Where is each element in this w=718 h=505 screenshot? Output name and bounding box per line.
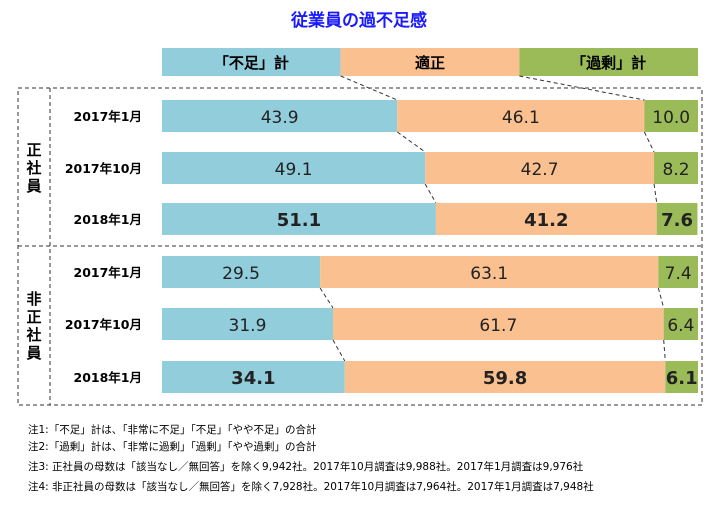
bar-segment: [644, 100, 698, 132]
connector-line: [424, 183, 437, 204]
bar-segment: [162, 100, 398, 132]
category-label: 2018年1月: [74, 212, 143, 227]
data-label: 7.4: [665, 264, 692, 284]
connector-line: [332, 339, 346, 362]
category-label: 2017年10月: [65, 161, 142, 176]
bar-segment: [162, 308, 333, 340]
note-4: 注4: 非正社員の母数は「該当なし／無回答」を除く7,928社。2017年10月…: [28, 481, 594, 493]
legend-swatch-0: [162, 48, 341, 76]
group-label-char: 社: [25, 159, 41, 177]
data-label: 31.9: [229, 316, 267, 336]
category-label: 2017年10月: [65, 317, 142, 332]
bar-segment: [656, 203, 698, 235]
bar-segment: [320, 256, 659, 288]
bar-segment: [435, 203, 657, 235]
connector-line: [319, 287, 334, 309]
data-label: 34.1: [231, 368, 275, 389]
group-label-char: 非: [26, 290, 41, 308]
data-label: 6.4: [667, 316, 694, 336]
data-label: 41.2: [524, 210, 568, 231]
data-label: 46.1: [502, 108, 540, 128]
bar-segment: [162, 361, 345, 393]
category-label: 2017年1月: [74, 109, 143, 124]
bar-segment: [397, 100, 645, 132]
group-label-char: 正: [26, 308, 41, 326]
bar-segment: [162, 152, 426, 184]
data-label: 43.9: [261, 108, 299, 128]
data-label: 42.7: [521, 160, 559, 180]
group-label-char: 員: [25, 344, 41, 362]
bar-segment: [332, 308, 664, 340]
connector-line: [663, 339, 666, 362]
notes: 注1:「不足」計は、「非常に不足」「不足」「やや不足」の合計 注2:「過剰」計は…: [28, 423, 594, 497]
legend-label-1: 適正: [415, 54, 445, 72]
note-2: 注2:「過剰」計は、「非常に過剰」「過剰」「やや過剰」の合計: [28, 441, 317, 453]
connector-line: [643, 131, 655, 153]
category-label: 2017年1月: [74, 265, 143, 280]
bar-segment: [162, 203, 436, 235]
note-3: 注3: 正社員の母数は「該当なし／無回答」を除く9,942社。2017年10月調…: [28, 461, 584, 473]
stacked-bar-chart: 「不足」計 適正 「過剰」計 43.9 46.1 10.0 2017年1月 49.1 42.7 8…: [17, 48, 703, 406]
legend-label-0: 「不足」計: [214, 54, 289, 72]
group-label-char: 員: [25, 177, 41, 195]
data-label: 63.1: [470, 264, 508, 284]
bar-segment: [425, 152, 655, 184]
group-label-char: 正: [26, 141, 41, 159]
data-label: 59.8: [483, 368, 527, 389]
group-label-char: 社: [25, 326, 41, 344]
legend-swatch-2: [519, 48, 698, 76]
category-label: 2018年1月: [74, 370, 143, 385]
connector-line: [653, 183, 658, 204]
bar-segment: [162, 256, 321, 288]
legend-label-2: 「過剰」計: [571, 54, 646, 72]
legend-swatch-1: [340, 48, 520, 76]
bar-segment: [344, 361, 666, 393]
data-label: 6.1: [666, 368, 698, 389]
data-label: 29.5: [222, 264, 260, 284]
data-label: 7.6: [661, 210, 693, 231]
connector-line: [657, 287, 665, 309]
data-label: 49.1: [275, 160, 313, 180]
bar-segment: [654, 152, 698, 184]
bar-segment: [665, 361, 698, 393]
bar-segment: [663, 308, 698, 340]
bar-segment: [658, 256, 698, 288]
data-label: 8.2: [663, 160, 690, 180]
data-label: 61.7: [479, 316, 517, 336]
note-1: 注1:「不足」計は、「非常に不足」「不足」「やや不足」の合計: [28, 424, 317, 436]
chart-title: 従業員の過不足感: [291, 11, 427, 31]
connector-line: [397, 131, 426, 153]
data-label: 51.1: [277, 210, 321, 231]
data-label: 10.0: [652, 108, 690, 128]
